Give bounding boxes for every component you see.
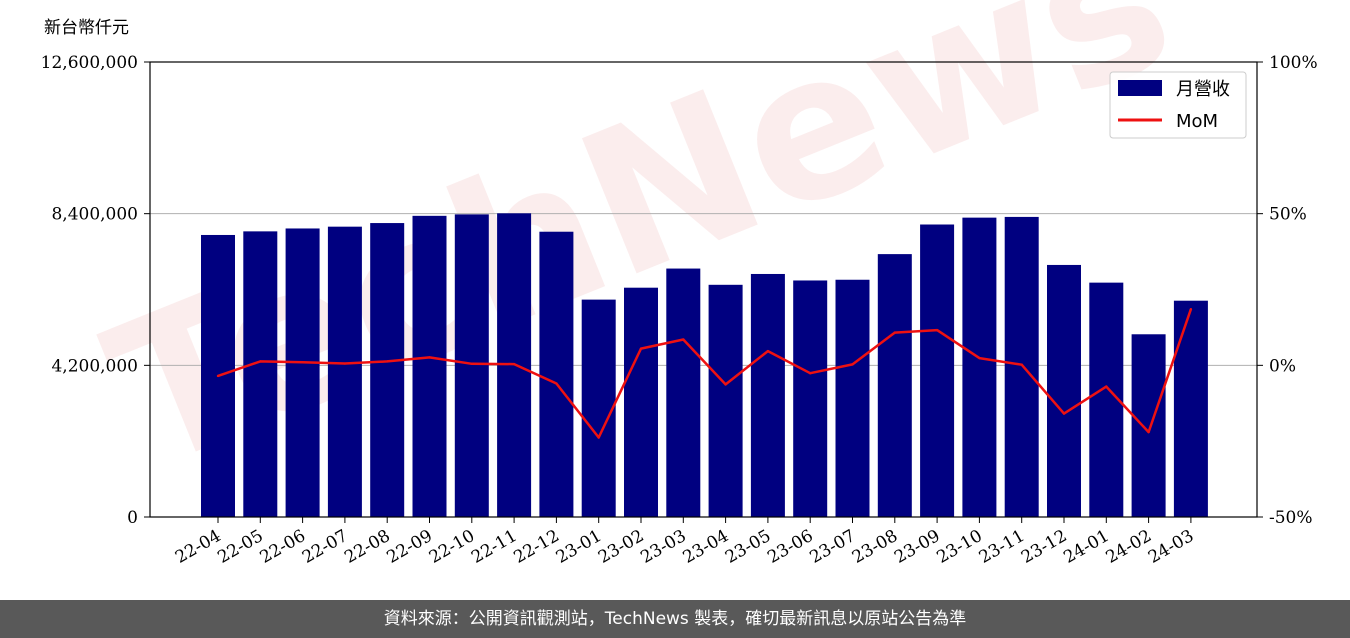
x-tick-label: 23-09 xyxy=(891,526,943,568)
bar-22-07 xyxy=(327,226,362,517)
mom-point-22-05 xyxy=(259,360,262,363)
x-tick-label: 22-11 xyxy=(468,526,520,568)
bar-23-09 xyxy=(920,224,955,517)
bar-22-10 xyxy=(454,214,489,517)
y-axis-unit-label: 新台幣仟元 xyxy=(44,18,129,38)
bar-23-02 xyxy=(624,287,658,517)
bar-23-01 xyxy=(581,299,616,517)
mom-point-23-12 xyxy=(1062,412,1066,415)
bar-22-06 xyxy=(285,228,320,517)
left-tick-label: 12,600,000 xyxy=(41,53,138,73)
mom-point-22-11 xyxy=(512,362,516,366)
bar-22-08 xyxy=(370,223,405,518)
mom-point-22-12 xyxy=(555,382,558,385)
x-tick-label: 22-12 xyxy=(510,526,562,568)
bar-23-10 xyxy=(962,217,997,517)
bar-24-03 xyxy=(1173,300,1208,517)
x-tick-label: 23-06 xyxy=(764,526,816,568)
left-tick-label: 4,200,000 xyxy=(51,356,138,376)
right-axis-ticks: -50% 0% 50% 100% xyxy=(1257,53,1318,528)
legend-label-mom: MoM xyxy=(1176,111,1218,132)
bar-22-05 xyxy=(243,231,278,517)
mom-line xyxy=(216,308,1193,439)
mom-point-22-04 xyxy=(216,374,220,378)
mom-point-22-07 xyxy=(343,362,347,365)
bar-23-05 xyxy=(750,273,785,517)
x-tick-label: 23-07 xyxy=(807,526,859,568)
bar-23-07 xyxy=(835,279,870,517)
mom-point-22-08 xyxy=(386,360,389,363)
x-tick-label: 24-02 xyxy=(1103,526,1155,568)
bar-23-03 xyxy=(666,268,701,517)
x-tick-label: 22-06 xyxy=(257,526,309,568)
right-tick-label: 100% xyxy=(1269,53,1318,73)
x-tick-label: 22-08 xyxy=(341,526,393,568)
mom-point-23-07 xyxy=(851,363,854,366)
x-tick-label: 22-10 xyxy=(426,526,478,568)
mom-point-23-04 xyxy=(724,383,727,386)
x-tick-label: 23-04 xyxy=(680,526,732,568)
x-tick-label: 23-11 xyxy=(976,526,1028,568)
bar-23-12 xyxy=(1047,264,1081,517)
bar-24-02 xyxy=(1131,334,1166,517)
x-tick-label: 23-02 xyxy=(595,526,647,568)
mom-point-23-03 xyxy=(682,338,685,341)
left-axis-ticks: 0 4,200,000 8,400,000 12,600,000 xyxy=(41,53,150,528)
x-tick-label: 22-07 xyxy=(299,526,351,568)
mom-point-23-10 xyxy=(978,356,981,360)
mom-point-23-08 xyxy=(893,331,896,334)
left-tick-label: 8,400,000 xyxy=(51,205,138,225)
right-tick-label: 0% xyxy=(1269,356,1296,376)
x-tick-label: 23-05 xyxy=(722,526,774,568)
x-tick-label: 23-12 xyxy=(1018,526,1070,568)
bar-23-11 xyxy=(1004,216,1039,517)
mom-point-23-02 xyxy=(639,347,643,350)
bar-22-12 xyxy=(539,231,574,517)
mom-point-24-03 xyxy=(1189,308,1193,311)
bar-23-06 xyxy=(793,280,828,517)
plot-frame xyxy=(149,61,1258,518)
mom-point-24-02 xyxy=(1147,430,1150,434)
legend: 月營收 MoM xyxy=(1109,71,1247,139)
right-tick-label: 50% xyxy=(1269,205,1307,225)
x-tick-label: 22-09 xyxy=(384,526,436,568)
bar-22-09 xyxy=(412,215,447,518)
mom-point-23-11 xyxy=(1020,363,1023,366)
left-tick-label: 0 xyxy=(127,508,138,528)
x-tick-label: 23-08 xyxy=(849,526,901,568)
mom-point-22-06 xyxy=(301,361,304,364)
mom-point-22-09 xyxy=(428,356,431,359)
x-tick-label: 23-10 xyxy=(933,526,985,568)
x-tick-label: 23-01 xyxy=(553,526,605,568)
x-tick-label: 24-03 xyxy=(1145,526,1197,568)
revenue-bars xyxy=(201,213,1208,518)
x-tick-label: 24-01 xyxy=(1060,526,1112,568)
mom-point-23-06 xyxy=(809,372,812,375)
x-tick-label: 22-05 xyxy=(214,526,266,568)
bar-23-04 xyxy=(708,284,743,517)
mom-point-23-01 xyxy=(597,436,600,439)
legend-swatch-bar xyxy=(1118,80,1162,96)
mom-point-23-05 xyxy=(766,349,770,353)
source-footer: 資料來源：公開資訊觀測站，TechNews 製表，確切最新訊息以原站公告為準 xyxy=(0,600,1350,638)
x-axis-ticks: 22-0422-0522-0622-0722-0822-0922-1022-11… xyxy=(172,517,1197,568)
x-tick-label: 23-03 xyxy=(637,526,689,568)
mom-point-22-10 xyxy=(470,362,473,366)
mom-series-line xyxy=(217,308,1193,439)
axes xyxy=(149,61,1258,518)
legend-label-revenue: 月營收 xyxy=(1176,79,1230,100)
bar-23-08 xyxy=(877,254,912,517)
x-tick-label: 22-04 xyxy=(172,526,224,568)
mom-point-23-09 xyxy=(935,328,939,332)
mom-point-24-01 xyxy=(1105,385,1108,388)
right-tick-label: -50% xyxy=(1269,508,1313,528)
